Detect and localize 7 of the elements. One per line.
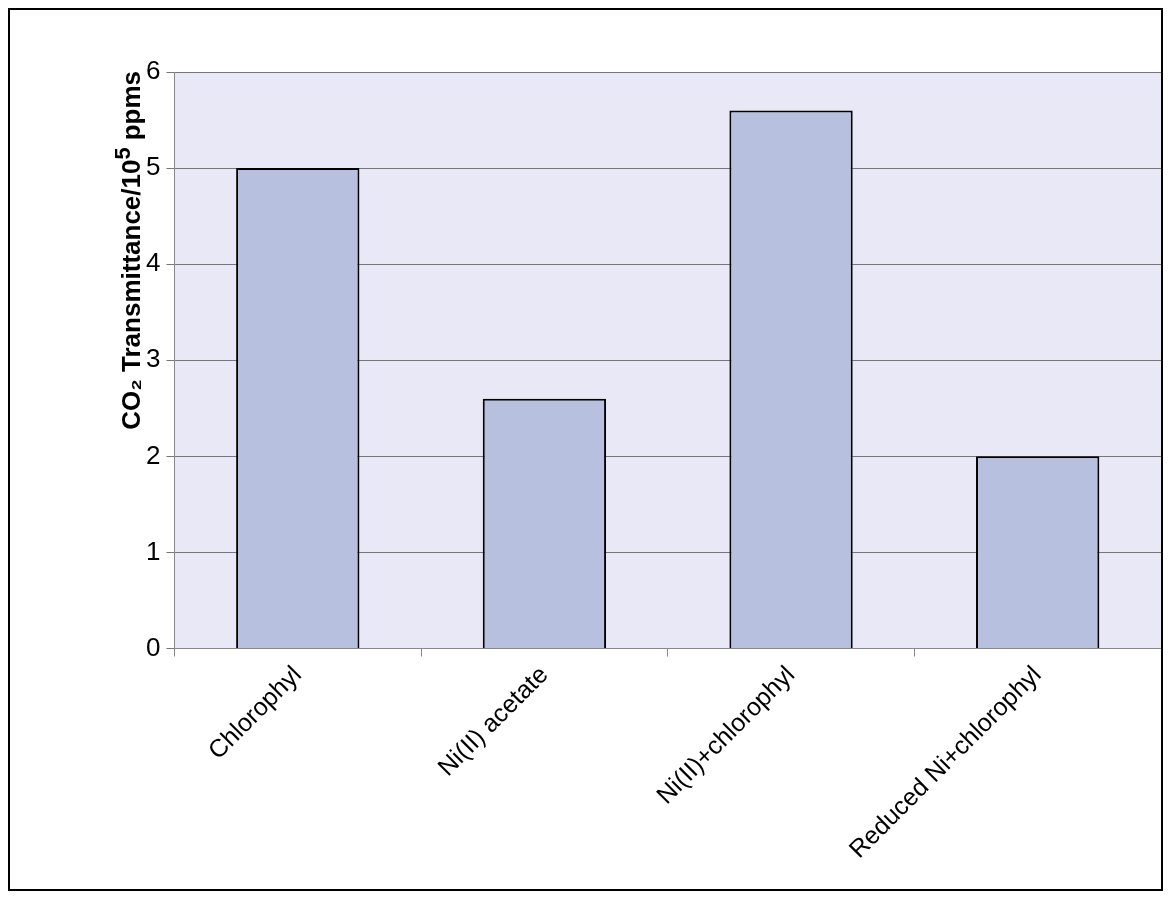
- y-tick-label: 3: [145, 343, 161, 374]
- y-tick-label: 6: [145, 55, 161, 86]
- y-tick-label: 2: [145, 439, 161, 470]
- y-tick-label: 5: [145, 151, 161, 182]
- y-tick-label: 4: [145, 247, 161, 278]
- y-tick-label: 0: [145, 631, 161, 662]
- y-tick-label: 1: [145, 535, 161, 566]
